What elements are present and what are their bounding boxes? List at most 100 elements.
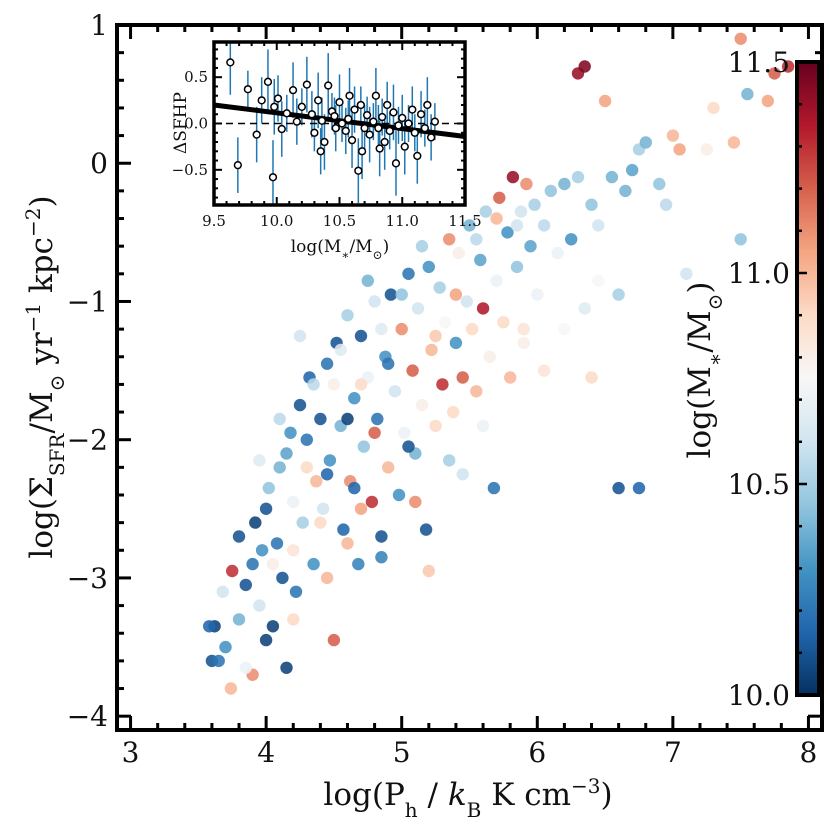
inset-point — [320, 137, 329, 147]
inset-point — [383, 100, 392, 110]
scatter-point — [571, 170, 585, 184]
scatter-point — [422, 564, 435, 578]
scatter-point — [761, 94, 774, 108]
inset-point — [337, 119, 347, 128]
scatter-point — [320, 571, 334, 585]
scatter-point — [470, 233, 483, 246]
scatter-point — [334, 343, 347, 357]
scatter-point — [406, 364, 419, 377]
scatter-point — [327, 633, 341, 647]
colorbar-tick-label: 11.5 — [728, 46, 790, 79]
scatter-point — [700, 143, 713, 156]
x-tick-label: 4 — [257, 736, 275, 769]
inset-point — [423, 100, 432, 110]
inset-point — [356, 100, 365, 110]
y-tick-label: −1 — [67, 285, 108, 318]
scatter-point — [438, 316, 452, 329]
scatter-point — [354, 329, 368, 343]
inset-point — [270, 102, 279, 111]
scatter-point — [727, 136, 741, 149]
inset-point — [398, 113, 407, 123]
scatter-point — [415, 398, 429, 412]
colorbar-tick-label: 10.5 — [728, 468, 790, 501]
scatter-point — [415, 240, 429, 253]
scatter-point — [375, 551, 388, 564]
inset-x-tick-label: 11.5 — [448, 212, 481, 230]
scatter-point — [514, 205, 528, 218]
scatter-point — [239, 578, 252, 592]
scatter-point — [558, 177, 571, 191]
inset-point — [297, 102, 307, 111]
scatter-point — [734, 233, 747, 246]
scatter-point — [443, 454, 456, 467]
inset-point — [226, 58, 235, 67]
scatter-point — [226, 564, 239, 578]
scatter-point — [433, 281, 446, 294]
colorbar-label-part: ) — [682, 282, 718, 294]
scatter-point — [348, 481, 361, 495]
x-axis-label-part: h — [405, 798, 418, 822]
inset-x-axis-label-part: log(M — [291, 237, 342, 257]
scatter-point — [239, 661, 252, 674]
scatter-point — [565, 233, 578, 246]
y-axis-label-part: ) — [24, 195, 60, 207]
scatter-point — [612, 481, 625, 495]
y-tick-label: 0 — [90, 147, 108, 180]
scatter-point — [506, 170, 520, 184]
scatter-point — [449, 336, 463, 350]
scatter-point — [276, 571, 289, 585]
scatter-point — [592, 274, 605, 287]
x-tick-label: 3 — [122, 736, 140, 769]
inset-y-tick-label: 0.5 — [184, 68, 208, 86]
scatter-point — [673, 143, 686, 156]
inset-point — [243, 85, 253, 94]
x-tick-label: 7 — [664, 736, 682, 769]
scatter-point — [411, 302, 425, 315]
scatter-point — [270, 537, 284, 550]
scatter-point — [429, 329, 442, 343]
scatter-point — [470, 385, 483, 398]
scatter-point — [262, 481, 275, 495]
scatter-point — [578, 302, 591, 315]
scatter-point — [531, 288, 544, 301]
main-tick-labels: 3 4 5 6 7 8 1 0 −1 −2 −3 −4 — [67, 9, 818, 769]
inset-plot: 9.5 10.0 10.5 11.0 11.5 0.5 0.0 −0.5 ΔSFHP log(… — [171, 40, 482, 262]
inset-point — [420, 123, 429, 133]
inset-point — [389, 108, 398, 117]
scatter-point — [307, 378, 320, 391]
scatter-point — [592, 219, 605, 232]
inset-point — [410, 128, 419, 137]
scatter-point — [354, 378, 368, 391]
inset-point — [369, 117, 378, 126]
colorbar-tick-label: 11.0 — [728, 257, 790, 290]
scatter-point — [253, 454, 266, 467]
scatter-point — [487, 481, 501, 495]
scatter-point — [510, 260, 524, 274]
inset-point — [317, 116, 327, 125]
scatter-point — [585, 371, 598, 384]
scatter-point — [544, 184, 557, 198]
colorbar-frame — [795, 60, 821, 697]
scatter-point — [287, 613, 300, 626]
x-axis-label-part: k — [448, 777, 467, 813]
y-axis-label-part: SFR — [45, 433, 69, 477]
inset-point — [347, 136, 357, 145]
scatter-point — [398, 426, 411, 439]
scatter-point — [368, 295, 381, 308]
inset-point — [335, 98, 344, 107]
scatter-point — [246, 557, 259, 571]
x-tick-label: 8 — [800, 736, 818, 769]
inset-point — [378, 112, 387, 122]
colorbar: 10.0 10.5 11.0 11.5 log(M∗/M⊙) — [682, 46, 821, 712]
scatter-point — [219, 640, 232, 654]
main-scatter — [203, 32, 795, 695]
colorbar-label: log(M∗/M⊙) — [682, 282, 727, 459]
scatter-point — [510, 219, 524, 232]
y-tick-label: −2 — [67, 424, 108, 457]
scatter-point — [253, 599, 266, 612]
scatter-point — [490, 212, 503, 225]
scatter-point — [300, 461, 313, 474]
colorbar-gradient — [797, 62, 819, 695]
inset-point — [316, 147, 325, 156]
